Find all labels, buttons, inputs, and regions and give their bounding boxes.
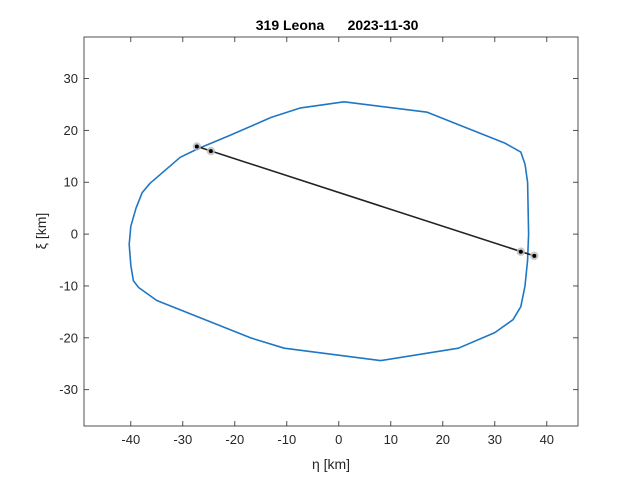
chord-endpoint-marker <box>518 249 523 254</box>
y-axis-ticks: -30 -20 -10 0 10 20 30 <box>59 71 578 397</box>
x-tick-label: -30 <box>173 432 192 447</box>
y-tick-label: 10 <box>64 175 78 190</box>
series-layer <box>128 101 536 362</box>
x-tick-label: -20 <box>225 432 244 447</box>
profile-outline <box>128 101 530 362</box>
x-tick-label: -10 <box>277 432 296 447</box>
plot-frame <box>83 36 579 427</box>
y-axis-label: ξ [km] <box>33 213 49 250</box>
x-tick-label: 0 <box>335 432 342 447</box>
x-axis-label: η [km] <box>312 456 350 472</box>
chord-endpoint-marker <box>208 149 213 154</box>
x-tick-label: -40 <box>121 432 140 447</box>
x-axis-ticks: -40 -30 -20 -10 0 10 20 30 40 <box>121 37 554 447</box>
y-tick-label: -30 <box>59 382 78 397</box>
chord-endpoint-marker <box>194 144 199 149</box>
title-date: 2023-11-30 <box>348 17 419 33</box>
y-tick-label: 20 <box>64 123 78 138</box>
chord-line <box>196 145 536 257</box>
marker-layer <box>192 142 539 261</box>
x-tick-label: 40 <box>540 432 554 447</box>
chart-title: 319 Leona 2023-11-30 <box>256 17 419 33</box>
y-tick-label: 30 <box>64 71 78 86</box>
x-tick-label: 10 <box>384 432 398 447</box>
y-tick-label: -20 <box>59 330 78 345</box>
title-object-name: 319 Leona <box>256 17 325 33</box>
y-tick-label: -10 <box>59 278 78 293</box>
x-tick-label: 30 <box>488 432 502 447</box>
y-tick-label: 0 <box>71 227 78 242</box>
x-tick-label: 20 <box>436 432 450 447</box>
chord-endpoint-marker <box>532 253 537 258</box>
